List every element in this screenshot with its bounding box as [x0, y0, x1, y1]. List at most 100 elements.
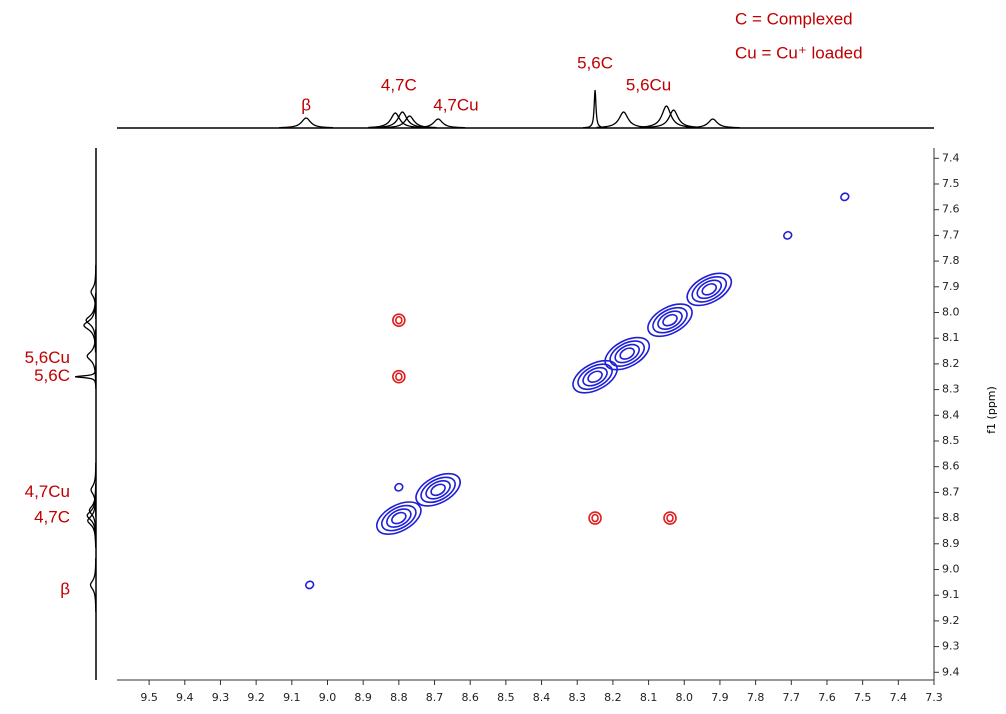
- y-tick-label: 7.7: [942, 228, 960, 241]
- contour: [619, 347, 635, 360]
- cross-peak: [647, 303, 693, 338]
- y-tick-label: 7.8: [942, 254, 960, 267]
- x-tick-label: 8.0: [676, 691, 694, 704]
- peak-label: 4,7Cu: [25, 482, 70, 501]
- contour: [840, 192, 850, 202]
- peak-label: 4,7Cu: [433, 95, 478, 114]
- peak-label: 5,6C: [577, 53, 613, 72]
- y-tick-label: 8.7: [942, 485, 960, 498]
- x-tick-label: 9.1: [283, 691, 301, 704]
- contour: [420, 476, 456, 504]
- contour: [614, 343, 640, 364]
- x-tick-label: 8.6: [461, 691, 479, 704]
- cross-peak: [392, 313, 406, 327]
- contour: [394, 482, 404, 492]
- y-tick-label: 7.4: [942, 151, 960, 164]
- contour: [696, 279, 723, 300]
- peak-label: β: [60, 580, 70, 599]
- contour: [577, 363, 613, 391]
- cross-peak: [304, 580, 315, 590]
- x-tick-label: 8.8: [390, 691, 408, 704]
- x-tick-label: 8.9: [354, 691, 372, 704]
- projection-peak: [639, 105, 694, 128]
- x-tick-label: 8.3: [568, 691, 586, 704]
- y-tick-label: 9.4: [942, 665, 960, 678]
- x-tick-label: 7.9: [711, 691, 729, 704]
- y-tick-label: 8.6: [942, 460, 960, 473]
- legend-note: Cu = Cu⁺ loaded: [735, 43, 863, 62]
- contour: [386, 508, 412, 528]
- contour: [652, 306, 688, 334]
- contour: [663, 511, 677, 525]
- cross-peak: [392, 369, 406, 384]
- peak-label: β: [301, 95, 311, 114]
- x-tick-label: 9.0: [319, 691, 337, 704]
- contour: [395, 372, 403, 382]
- y-tick-label: 7.5: [942, 177, 960, 190]
- y-tick-label: 9.3: [942, 640, 960, 653]
- x-tick-label: 7.8: [747, 691, 765, 704]
- y-tick-label: 8.4: [942, 408, 960, 421]
- peak-label: 5,6C: [34, 366, 70, 385]
- cross-peak: [572, 359, 618, 394]
- projection-peak: [596, 111, 651, 129]
- projection-peak: [646, 109, 701, 128]
- x-tick-label: 7.4: [890, 691, 908, 704]
- y-axis-label: f1 (ppm): [985, 386, 998, 434]
- contour: [587, 370, 603, 384]
- cross-peak: [588, 511, 602, 525]
- x-tick-label: 9.2: [247, 691, 265, 704]
- contour: [701, 283, 718, 296]
- contour: [582, 366, 608, 387]
- x-tick-label: 9.4: [176, 691, 194, 704]
- projection-peak: [411, 118, 466, 129]
- peak-label: 5,6Cu: [626, 75, 671, 94]
- projection-peak: [75, 364, 97, 389]
- y-tick-label: 7.6: [942, 203, 960, 216]
- x-tick-label: 9.3: [212, 691, 230, 704]
- contour: [647, 303, 693, 338]
- peak-label: 4,7C: [381, 75, 417, 94]
- projection-peak: [279, 117, 334, 129]
- cross-peak: [783, 230, 793, 240]
- projection-peak: [382, 115, 437, 129]
- contour: [662, 313, 678, 327]
- contour: [783, 230, 793, 240]
- peak-label: 4,7C: [34, 508, 70, 527]
- y-tick-label: 8.1: [942, 331, 960, 344]
- projection-peak: [685, 118, 740, 129]
- contour: [588, 511, 602, 525]
- x-tick-label: 8.2: [604, 691, 622, 704]
- contour: [666, 513, 674, 523]
- x-tick-label: 7.7: [783, 691, 801, 704]
- x-tick-label: 8.1: [640, 691, 658, 704]
- contour: [604, 336, 651, 371]
- contour: [425, 480, 451, 500]
- contour: [591, 513, 599, 523]
- x-tick-label: 7.3: [925, 691, 943, 704]
- projection-peak: [90, 264, 97, 319]
- projection-peak: [88, 483, 97, 538]
- y-tick-label: 8.9: [942, 537, 960, 550]
- cross-peak: [415, 472, 461, 507]
- x-tick-label: 7.6: [818, 691, 836, 704]
- contour: [375, 501, 422, 535]
- contour: [381, 504, 417, 532]
- contour: [609, 340, 646, 367]
- contour: [391, 511, 407, 525]
- contour: [392, 369, 406, 384]
- peak-label: 5,6Cu: [25, 348, 70, 367]
- projection-peak: [83, 298, 97, 353]
- projection-peak: [90, 462, 97, 517]
- y-tick-label: 9.1: [942, 588, 960, 601]
- y-tick-label: 8.5: [942, 434, 960, 447]
- contour: [572, 359, 618, 394]
- contour: [691, 276, 728, 303]
- cross-peak: [394, 482, 404, 492]
- y-tick-label: 8.2: [942, 357, 960, 370]
- projection-peak: [583, 89, 608, 129]
- contour: [392, 313, 406, 327]
- y-tick-label: 8.0: [942, 305, 960, 318]
- x-tick-label: 8.4: [533, 691, 551, 704]
